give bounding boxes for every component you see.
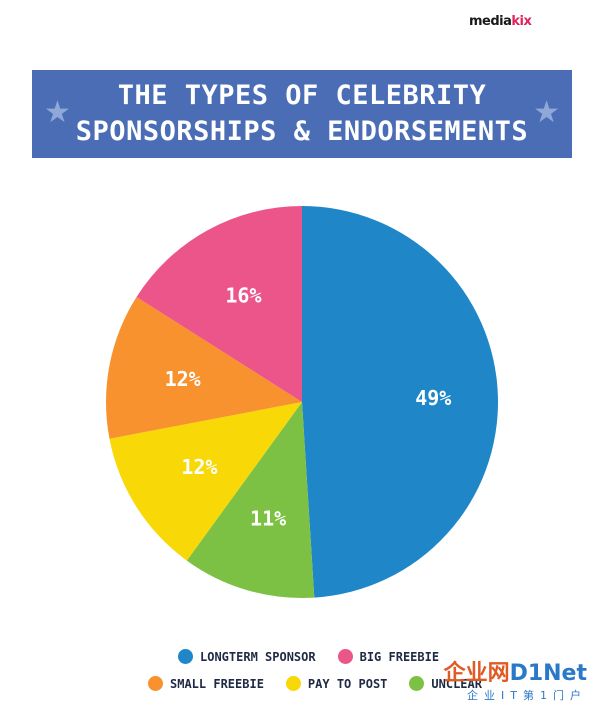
legend-label: PAY TO POST — [307, 676, 388, 691]
title-banner: ★ ★ THE TYPES OF CELEBRITY SPONSORSHIPS … — [32, 70, 572, 158]
pie-chart: 49% 11% 12% 12% 16% — [106, 206, 499, 598]
legend-swatch — [409, 676, 425, 691]
pie-slice-big-freebie — [136, 206, 302, 402]
legend-item-unclear: UNCLEAR — [409, 676, 482, 691]
legend-swatch — [178, 649, 193, 664]
star-icon: ★ — [533, 95, 560, 130]
legend-swatch — [337, 649, 353, 664]
pie-label-pay-to-post: 12% — [181, 455, 217, 479]
legend-label: UNCLEAR — [431, 676, 482, 691]
chart-title-line1: THE TYPES OF CELEBRITY — [117, 80, 487, 111]
legend-swatch — [148, 676, 163, 691]
brand-name-part-a: media — [469, 14, 512, 29]
star-icon: ★ — [44, 95, 71, 130]
legend-swatch — [285, 676, 301, 691]
brand-logo: mediakix — [469, 14, 532, 29]
legend-item-longterm-sponsor: LONGTERM SPONSOR — [178, 649, 316, 664]
brand-name-part-b: kix — [511, 14, 532, 29]
watermark: 企业网D1Net 企业IT第1门户 — [444, 655, 587, 703]
pie-label-small-freebie: 12% — [165, 367, 201, 391]
legend-label: SMALL FREEBIE — [170, 676, 264, 691]
pie-slice-longterm-sponsor — [302, 206, 499, 598]
legend-item-small-freebie: SMALL FREEBIE — [148, 676, 264, 691]
legend-label: LONGTERM SPONSOR — [200, 649, 316, 664]
watermark-subtitle: 企业IT第1门户 — [467, 689, 587, 702]
legend-row-1: LONGTERM SPONSOR BIG FREEBIE — [178, 649, 461, 664]
legend-label: BIG FREEBIE — [359, 649, 440, 664]
legend-item-big-freebie: BIG FREEBIE — [337, 649, 440, 664]
pie-slice-small-freebie — [106, 296, 303, 439]
pie-label-longterm-sponsor: 49% — [415, 386, 451, 410]
pie-slice-unclear — [186, 402, 315, 598]
pie-label-unclear: 11% — [250, 507, 286, 531]
chart-title-line2: SPONSORSHIPS & ENDORSEMENTS — [75, 116, 529, 147]
legend-row-2: SMALL FREEBIE PAY TO POST UNCLEAR — [148, 676, 504, 691]
watermark-text-b: D1Net — [509, 661, 587, 686]
watermark-logo: 企业网D1Net — [444, 655, 587, 687]
pie-label-big-freebie: 16% — [225, 284, 261, 308]
pie-slice-pay-to-post — [109, 402, 302, 561]
legend-item-pay-to-post: PAY TO POST — [285, 676, 388, 691]
watermark-text-a: 企业网 — [443, 661, 510, 686]
